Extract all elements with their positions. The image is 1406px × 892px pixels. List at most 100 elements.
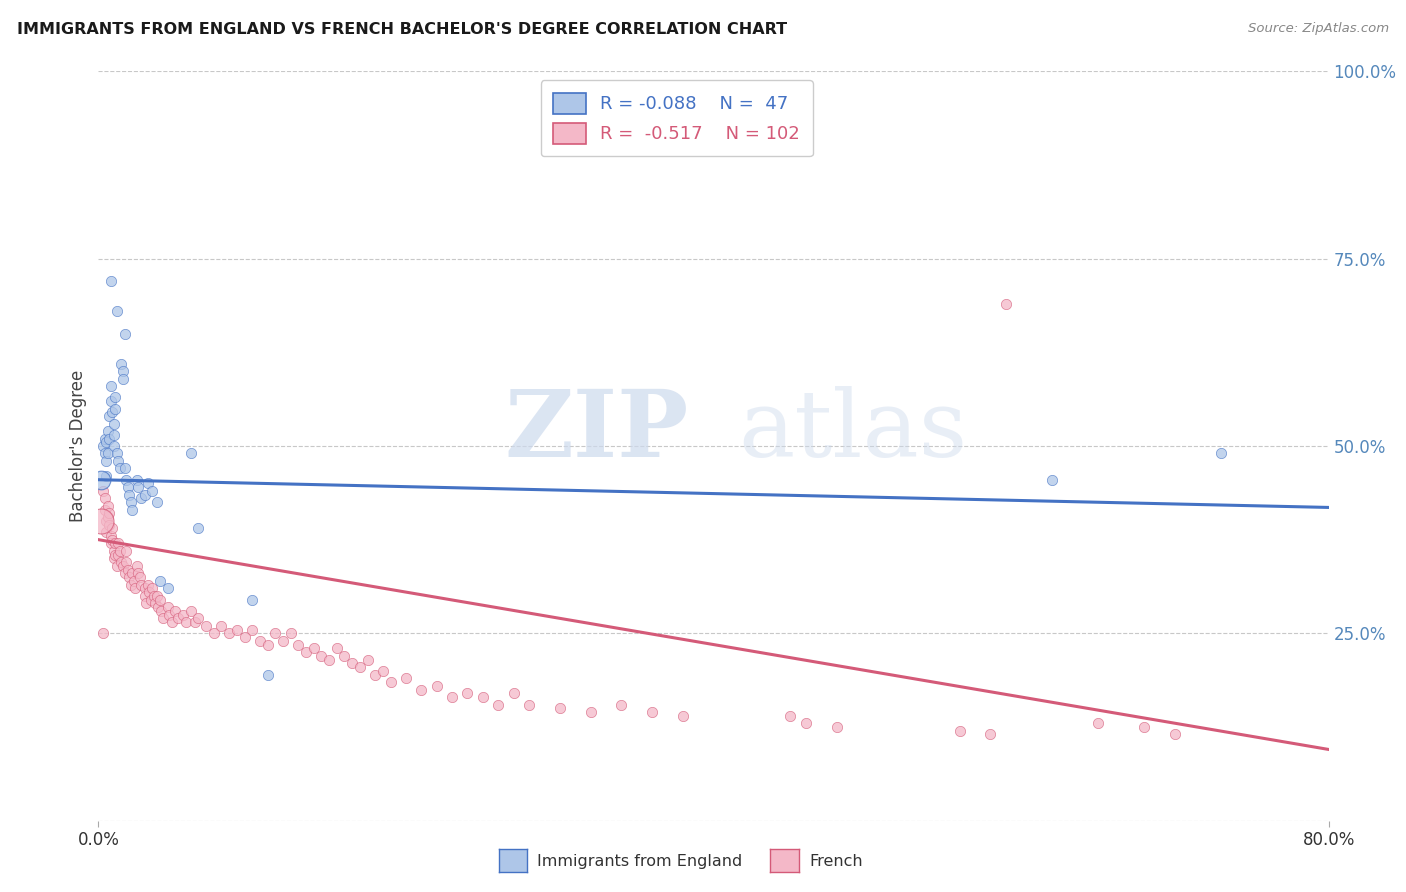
- Point: [115, 555, 138, 569]
- Point: [142, 589, 165, 603]
- Point: [108, 544, 131, 558]
- Point: [825, 720, 848, 734]
- Point: [91, 439, 114, 453]
- Point: [256, 667, 278, 681]
- Point: [101, 405, 124, 419]
- Point: [167, 611, 190, 625]
- Point: [180, 604, 202, 618]
- Point: [107, 454, 129, 468]
- Point: [202, 626, 225, 640]
- Point: [134, 582, 156, 596]
- Text: Source: ZipAtlas.com: Source: ZipAtlas.com: [1249, 22, 1389, 36]
- Text: IMMIGRANTS FROM ENGLAND VS FRENCH BACHELOR'S DEGREE CORRELATION CHART: IMMIGRANTS FROM ENGLAND VS FRENCH BACHEL…: [17, 22, 787, 37]
- Point: [103, 427, 125, 442]
- Point: [1040, 473, 1063, 487]
- Point: [949, 723, 972, 738]
- Point: [125, 473, 148, 487]
- Point: [157, 607, 180, 622]
- Point: [146, 495, 169, 509]
- Point: [1164, 727, 1187, 741]
- Point: [149, 574, 172, 588]
- Point: [110, 555, 132, 569]
- Point: [97, 499, 120, 513]
- Point: [115, 544, 138, 558]
- Point: [90, 473, 112, 487]
- Point: [302, 641, 325, 656]
- Point: [110, 357, 132, 371]
- Point: [131, 577, 153, 591]
- Point: [380, 675, 402, 690]
- Point: [114, 326, 136, 341]
- Point: [610, 698, 633, 712]
- Text: ZIP: ZIP: [505, 386, 689, 476]
- Point: [112, 558, 135, 573]
- Text: French: French: [810, 855, 863, 869]
- Point: [180, 446, 202, 460]
- Point: [121, 566, 143, 581]
- Point: [672, 708, 695, 723]
- Point: [131, 491, 153, 506]
- Point: [249, 633, 271, 648]
- Point: [502, 686, 524, 700]
- Point: [103, 439, 125, 453]
- Point: [187, 521, 209, 535]
- Point: [108, 461, 131, 475]
- Point: [91, 626, 114, 640]
- Point: [100, 274, 122, 288]
- Point: [120, 495, 142, 509]
- Point: [779, 708, 801, 723]
- Point: [93, 491, 115, 506]
- Point: [129, 570, 152, 584]
- Point: [426, 679, 449, 693]
- Point: [295, 645, 318, 659]
- Point: [146, 589, 169, 603]
- Point: [184, 615, 207, 629]
- Point: [340, 657, 363, 671]
- Point: [112, 364, 135, 378]
- Point: [138, 585, 160, 599]
- Point: [1087, 716, 1109, 731]
- Point: [94, 435, 117, 450]
- Text: atlas: atlas: [738, 386, 967, 476]
- Point: [134, 488, 156, 502]
- Point: [156, 600, 179, 615]
- Point: [517, 698, 540, 712]
- Point: [97, 424, 120, 438]
- Point: [104, 401, 127, 416]
- Point: [225, 623, 247, 637]
- Point: [103, 544, 125, 558]
- Point: [100, 394, 122, 409]
- Point: [105, 304, 128, 318]
- Point: [172, 607, 194, 622]
- Point: [134, 589, 156, 603]
- Point: [548, 701, 571, 715]
- Point: [174, 615, 197, 629]
- Point: [100, 536, 122, 550]
- Point: [287, 638, 309, 652]
- Point: [187, 611, 209, 625]
- Point: [117, 480, 139, 494]
- Point: [107, 548, 129, 562]
- Point: [143, 596, 166, 610]
- Point: [641, 705, 664, 719]
- Point: [233, 630, 256, 644]
- Point: [256, 638, 278, 652]
- Point: [118, 488, 141, 502]
- Point: [97, 510, 120, 524]
- Point: [114, 566, 136, 581]
- Point: [101, 521, 124, 535]
- Point: [93, 432, 115, 446]
- Point: [101, 533, 124, 547]
- Point: [139, 592, 162, 607]
- Point: [94, 525, 117, 540]
- Point: [115, 473, 138, 487]
- Point: [218, 626, 240, 640]
- Point: [93, 502, 115, 516]
- Point: [994, 296, 1017, 310]
- Point: [1133, 720, 1156, 734]
- Point: [90, 514, 112, 528]
- Point: [311, 648, 333, 663]
- Point: [135, 596, 157, 610]
- Point: [127, 566, 149, 581]
- Point: [162, 615, 183, 629]
